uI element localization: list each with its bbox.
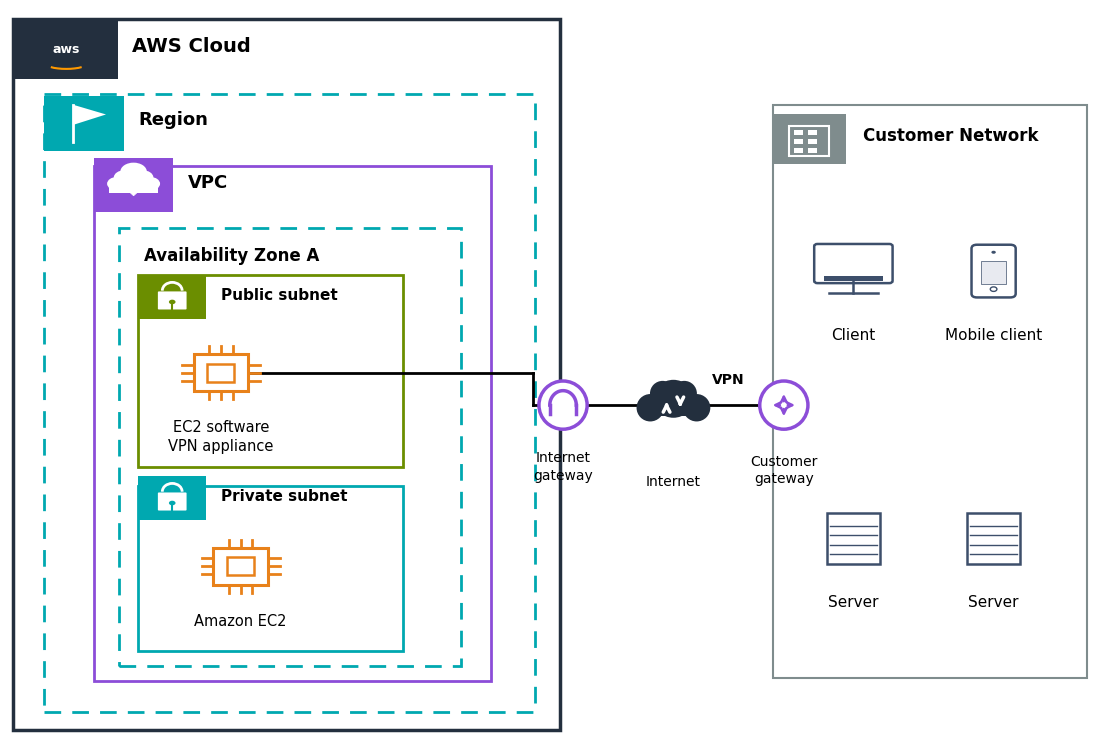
FancyBboxPatch shape (808, 148, 817, 153)
Ellipse shape (637, 394, 664, 422)
FancyBboxPatch shape (794, 148, 803, 153)
Circle shape (140, 177, 160, 191)
Polygon shape (124, 181, 144, 196)
Text: VPC: VPC (188, 174, 227, 192)
Ellipse shape (650, 381, 676, 406)
Text: AWS Cloud: AWS Cloud (132, 37, 252, 56)
FancyBboxPatch shape (972, 245, 1016, 297)
FancyBboxPatch shape (193, 354, 248, 392)
Text: Internet: Internet (646, 475, 701, 489)
Circle shape (107, 177, 127, 191)
FancyBboxPatch shape (646, 402, 701, 416)
FancyBboxPatch shape (158, 291, 187, 309)
Text: Client: Client (831, 328, 875, 343)
Ellipse shape (760, 381, 808, 429)
Text: aws: aws (53, 43, 79, 56)
FancyBboxPatch shape (208, 364, 234, 382)
Text: Amazon EC2: Amazon EC2 (194, 614, 287, 629)
FancyBboxPatch shape (981, 261, 1006, 284)
Text: Customer
gateway: Customer gateway (750, 455, 818, 486)
FancyBboxPatch shape (967, 513, 1020, 564)
FancyBboxPatch shape (815, 244, 892, 283)
FancyBboxPatch shape (794, 130, 803, 135)
FancyBboxPatch shape (44, 96, 124, 151)
FancyBboxPatch shape (94, 158, 173, 212)
Ellipse shape (654, 380, 693, 418)
Text: EC2 software
VPN appliance: EC2 software VPN appliance (168, 420, 274, 453)
Circle shape (120, 163, 147, 181)
Text: VPN: VPN (712, 373, 745, 387)
Circle shape (169, 501, 176, 505)
Text: Availability Zone A: Availability Zone A (144, 247, 319, 265)
FancyBboxPatch shape (794, 139, 803, 144)
Text: Private subnet: Private subnet (221, 489, 348, 505)
Polygon shape (73, 105, 106, 125)
Circle shape (131, 170, 153, 185)
Circle shape (114, 170, 136, 185)
Text: Internet
gateway: Internet gateway (533, 451, 593, 483)
FancyBboxPatch shape (13, 19, 118, 79)
FancyBboxPatch shape (808, 139, 817, 144)
FancyBboxPatch shape (158, 492, 187, 511)
FancyBboxPatch shape (227, 557, 254, 575)
FancyBboxPatch shape (109, 181, 158, 193)
FancyBboxPatch shape (808, 130, 817, 135)
Text: Customer Network: Customer Network (863, 127, 1039, 145)
Ellipse shape (683, 394, 710, 422)
FancyBboxPatch shape (827, 513, 880, 564)
Text: Server: Server (828, 595, 879, 610)
FancyBboxPatch shape (138, 476, 206, 520)
Ellipse shape (539, 381, 587, 429)
FancyBboxPatch shape (824, 276, 883, 281)
FancyBboxPatch shape (138, 275, 206, 319)
Ellipse shape (671, 381, 697, 406)
Text: Public subnet: Public subnet (221, 288, 338, 303)
FancyBboxPatch shape (773, 114, 846, 164)
Text: Server: Server (968, 595, 1019, 610)
Circle shape (991, 251, 996, 254)
Circle shape (169, 300, 176, 304)
Text: Mobile client: Mobile client (945, 328, 1042, 343)
Text: Region: Region (138, 111, 208, 130)
FancyBboxPatch shape (213, 547, 268, 585)
